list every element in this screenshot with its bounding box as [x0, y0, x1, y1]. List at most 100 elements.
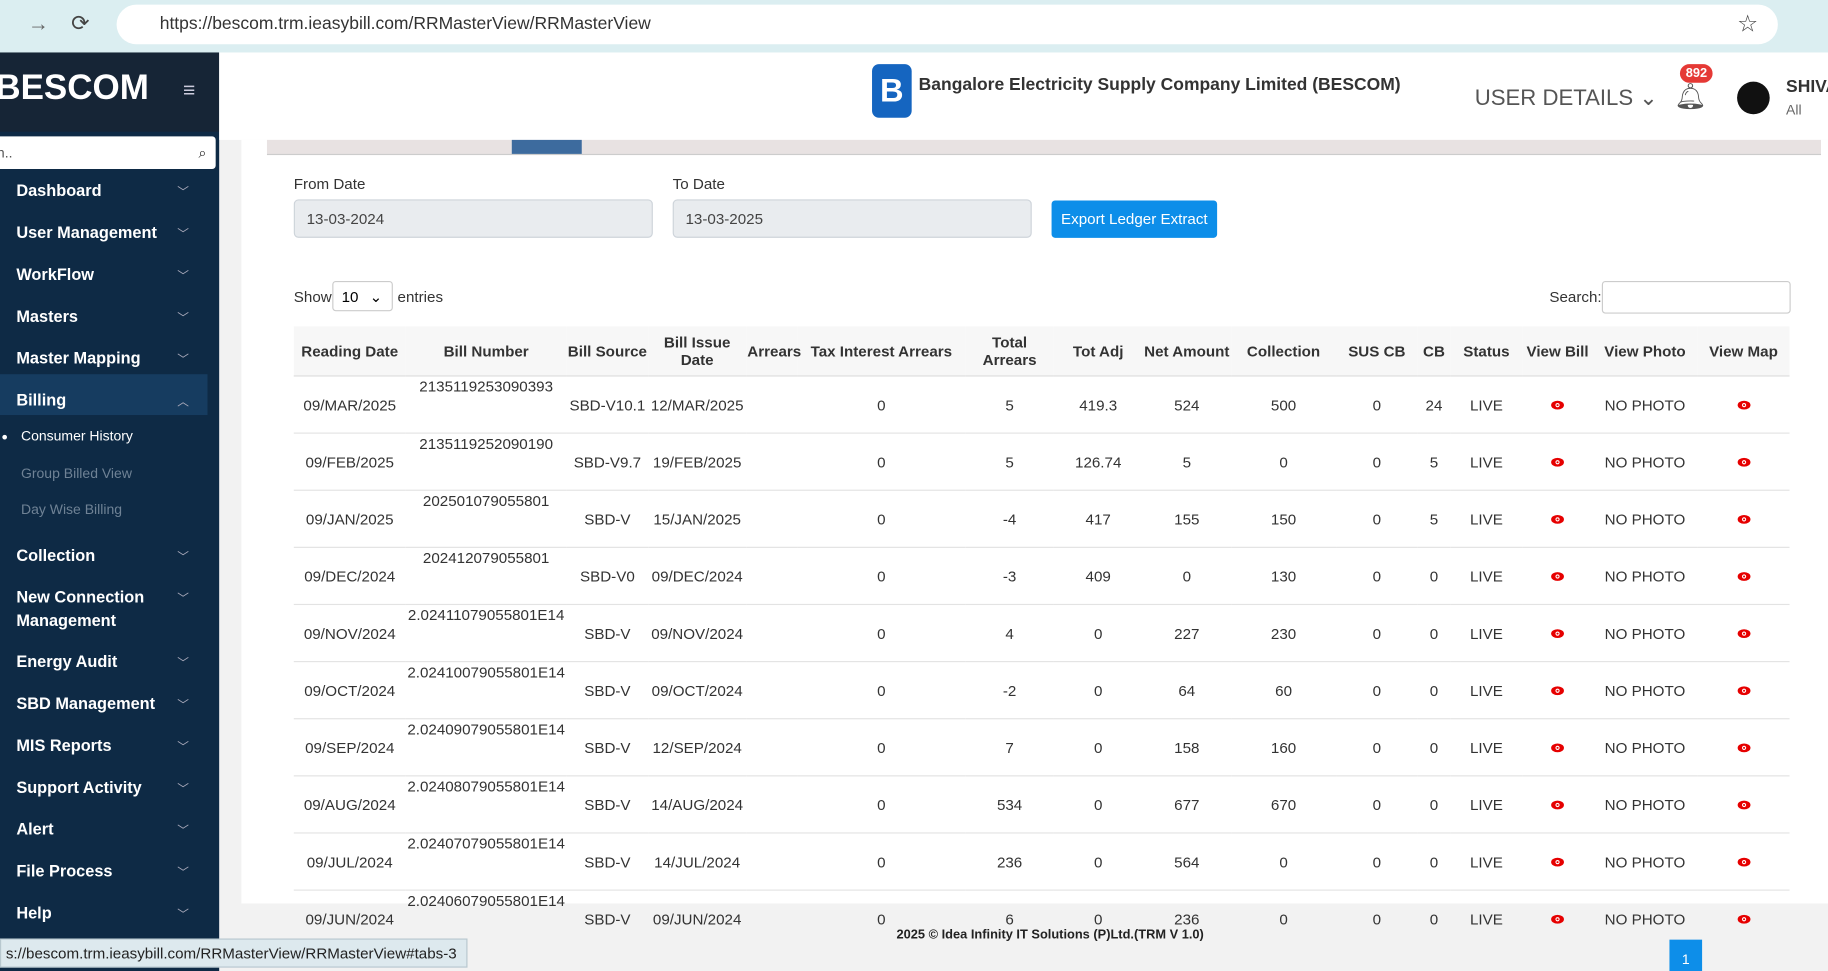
- eye-icon[interactable]: [1551, 514, 1565, 524]
- menu-item[interactable]: Master Mapping: [16, 348, 141, 368]
- eye-icon[interactable]: [1551, 685, 1565, 695]
- eye-icon[interactable]: [1551, 628, 1565, 638]
- view-map: [1697, 661, 1790, 719]
- submenu-item[interactable]: Day Wise Billing: [20, 501, 123, 518]
- cell: 0: [1053, 889, 1143, 947]
- eye-icon[interactable]: [1736, 571, 1750, 581]
- cell: 64: [1142, 661, 1232, 719]
- cell: 150: [1231, 489, 1337, 548]
- view-map: [1697, 489, 1790, 548]
- to-date[interactable]: 13-03-2025: [672, 199, 1032, 238]
- submenu-item[interactable]: Consumer History: [20, 427, 133, 445]
- menu-item[interactable]: Help: [16, 902, 52, 922]
- view-bill: [1522, 661, 1593, 719]
- table-row: 09/FEB/2025 2135119252090190 SBD-V9.7 19/FE…: [293, 432, 1790, 491]
- from-date[interactable]: 13-03-2024: [293, 199, 653, 238]
- column-header[interactable]: Total Arrears: [965, 326, 1054, 377]
- cell: 2135119252090190: [405, 432, 567, 491]
- eye-icon[interactable]: [1551, 913, 1565, 924]
- menu-item[interactable]: New Connection Management: [16, 586, 145, 629]
- cell: 0: [1336, 432, 1418, 491]
- menu-item[interactable]: File Process: [16, 860, 113, 880]
- column-header[interactable]: Tot Adj: [1053, 326, 1143, 377]
- eye-icon[interactable]: [1551, 456, 1565, 467]
- cell: 158: [1142, 718, 1232, 776]
- submenu-item[interactable]: Group Billed View: [20, 464, 132, 481]
- column-header[interactable]: View Photo: [1592, 326, 1698, 377]
- eye-icon[interactable]: [1551, 856, 1565, 866]
- cell: LIVE: [1450, 432, 1523, 491]
- column-header[interactable]: Bill Source: [566, 326, 649, 377]
- cell: 500: [1231, 375, 1337, 434]
- bookmark[interactable]: ☆: [1737, 11, 1758, 38]
- column-header[interactable]: Bill Issue Date: [648, 326, 747, 377]
- cell: 0: [1336, 603, 1418, 662]
- column-header[interactable]: Reading Date: [293, 326, 406, 377]
- view-map: [1697, 432, 1790, 491]
- page-size[interactable]: 10 ⌄: [332, 280, 393, 312]
- eye-icon[interactable]: [1736, 856, 1750, 866]
- column-header[interactable]: Tax Interest Arrears: [797, 326, 966, 377]
- cell: 09/OCT/2024: [293, 661, 406, 719]
- cell: 0: [1053, 718, 1143, 776]
- eye-icon[interactable]: [1551, 571, 1565, 581]
- menu-item[interactable]: Dashboard: [16, 180, 102, 200]
- to-value: 13-03-2025: [685, 209, 764, 228]
- menu-item[interactable]: Alert: [16, 818, 54, 838]
- eye-icon[interactable]: [1551, 799, 1565, 809]
- export-button[interactable]: Export Ledger Extract: [1051, 200, 1218, 238]
- forward[interactable]: →: [27, 11, 49, 35]
- column-header[interactable]: Net Amount: [1142, 326, 1232, 377]
- eye-icon[interactable]: [1551, 742, 1565, 752]
- column-header[interactable]: Status: [1450, 326, 1523, 377]
- ledger-table: Reading Date Bill Number Bill Source Bill I…: [293, 326, 1790, 947]
- search-box[interactable]: Search..⌕: [0, 136, 216, 170]
- cell: 2.02409079055801E14: [405, 718, 567, 776]
- view-map: [1697, 546, 1790, 605]
- bell[interactable]: 🔔︎: [1674, 81, 1707, 111]
- menu-toggle[interactable]: ≡: [183, 78, 196, 102]
- menu-item[interactable]: Collection: [16, 545, 96, 564]
- cell: NO PHOTO: [1592, 889, 1698, 947]
- menu-item[interactable]: Support Activity: [16, 777, 142, 796]
- eye-icon[interactable]: [1736, 913, 1750, 924]
- column-header[interactable]: Bill Number: [405, 326, 567, 377]
- cell: 409: [1053, 546, 1143, 605]
- pagination[interactable]: 1: [1669, 939, 1703, 971]
- cell: 09/JUN/2024: [293, 889, 406, 947]
- reload[interactable]: ⟳: [71, 11, 90, 37]
- eye-icon[interactable]: [1736, 742, 1750, 752]
- chevron: ﹀: [177, 312, 189, 326]
- cell: 0: [797, 718, 966, 776]
- column-header[interactable]: CB: [1417, 326, 1451, 377]
- cell: 0: [797, 375, 966, 434]
- address-bar[interactable]: https://bescom.trm.ieasybill.com/RRMaste…: [116, 4, 1778, 45]
- column-header[interactable]: Collection: [1231, 326, 1337, 377]
- column-header[interactable]: Arrears: [746, 326, 801, 377]
- column-header[interactable]: View Map: [1697, 326, 1790, 377]
- menu-item[interactable]: SBD Management: [16, 693, 156, 712]
- menu-item[interactable]: Masters: [16, 306, 79, 326]
- menu-item[interactable]: Billing: [16, 390, 67, 410]
- menu-item[interactable]: User Management: [16, 222, 157, 242]
- menu-item[interactable]: MIS Reports: [16, 735, 112, 754]
- cell: 09/SEP/2024: [293, 718, 406, 776]
- eye-icon[interactable]: [1736, 685, 1750, 695]
- column-header[interactable]: View Bill: [1522, 326, 1593, 377]
- table-search[interactable]: [1601, 280, 1791, 314]
- menu-item[interactable]: WorkFlow: [16, 264, 95, 284]
- eye-icon[interactable]: [1736, 399, 1750, 409]
- cell: 230: [1231, 603, 1337, 662]
- eye-icon[interactable]: [1736, 628, 1750, 638]
- cell: 5: [1417, 489, 1451, 548]
- cell: LIVE: [1450, 546, 1523, 605]
- eye-icon[interactable]: [1551, 399, 1565, 409]
- menu-item[interactable]: Energy Audit: [16, 651, 118, 670]
- eye-icon[interactable]: [1736, 456, 1750, 467]
- user-details[interactable]: USER DETAILS ⌄: [1474, 86, 1658, 111]
- eye-icon[interactable]: [1736, 514, 1750, 524]
- column-header[interactable]: SUS CB: [1336, 326, 1418, 377]
- cell: 09/JUL/2024: [293, 832, 406, 891]
- cell: LIVE: [1450, 775, 1523, 833]
- eye-icon[interactable]: [1736, 799, 1750, 809]
